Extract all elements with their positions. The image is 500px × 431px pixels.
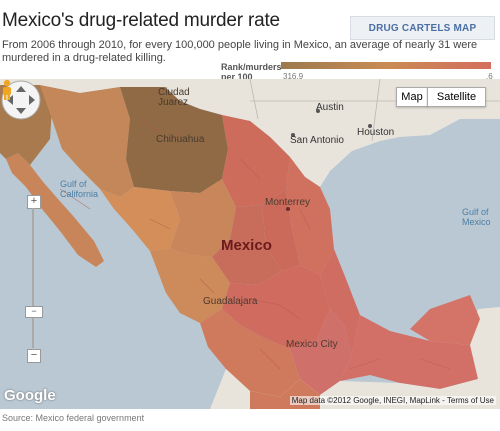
region-coahuila	[222, 115, 290, 207]
legend-label: Rank/murders per 100	[221, 62, 282, 82]
region-tamaulipas	[286, 157, 334, 275]
region-oaxaca	[290, 309, 352, 395]
label-san-antonio: San Antonio	[290, 135, 344, 146]
label-mexico: Mexico	[221, 237, 272, 254]
land-usa	[0, 79, 500, 187]
label-monterrey: Monterrey	[265, 197, 311, 208]
pegman-icon[interactable]	[0, 79, 14, 101]
map-attribution[interactable]: Map data ©2012 Google, INEGI, MapLink - …	[289, 396, 496, 405]
region-baja-california-sur	[6, 153, 104, 267]
region-durango	[170, 179, 236, 257]
region-southeast	[340, 315, 478, 389]
label-austin: Austin	[316, 102, 344, 113]
austin-marker	[316, 109, 320, 113]
map-canvas[interactable]: Map Satellite Ciudad Juarez Chihuahua Au…	[0, 79, 500, 409]
legend-color-bar	[281, 62, 491, 69]
page-title: Mexico's drug-related murder rate	[2, 10, 280, 31]
region-zacatecas	[212, 205, 282, 285]
region-sinaloa	[100, 187, 180, 251]
label-gulf-of-mexico: Gulf of Mexico	[462, 207, 491, 227]
houston-marker	[368, 124, 372, 128]
map-graphic	[0, 79, 500, 409]
legend-label-line2: per 100	[221, 72, 253, 82]
region-chihuahua	[120, 87, 228, 193]
legend-label-line1: Rank/murders	[221, 62, 282, 72]
label-gulf-of-california: Gulf of California	[60, 179, 99, 199]
label-ciudad-juarez: Ciudad Juarez	[158, 87, 190, 108]
region-sonora	[40, 85, 134, 197]
region-veracruz	[320, 249, 360, 355]
san-antonio-marker	[291, 133, 295, 137]
drug-cartels-map-button[interactable]: DRUG CARTELS MAP	[350, 16, 495, 40]
legend-min-value: 316.9	[283, 72, 304, 81]
map-type-map-button[interactable]: Map	[396, 87, 428, 107]
label-houston: Houston	[357, 127, 395, 138]
region-yucatan	[410, 295, 480, 345]
map-type-satellite-button[interactable]: Satellite	[427, 87, 486, 107]
region-central	[222, 265, 330, 349]
description: From 2006 through 2010, for every 100,00…	[2, 39, 478, 64]
label-mexico-city: Mexico City	[286, 339, 338, 350]
zoom-slider-handle[interactable]: −	[25, 306, 43, 318]
monterrey-marker	[286, 207, 290, 211]
legend-max-value: .6	[486, 72, 493, 81]
zoom-slider-track[interactable]	[32, 208, 34, 348]
label-chihuahua: Chihuahua	[156, 134, 205, 145]
region-jalisco	[150, 249, 230, 323]
label-guadalajara: Guadalajara	[203, 296, 258, 307]
region-guerrero	[200, 309, 300, 397]
region-nuevo-leon	[262, 189, 300, 271]
zoom-in-button[interactable]: +	[27, 195, 41, 209]
municipality-lines	[59, 118, 451, 370]
pan-control-icon[interactable]	[0, 79, 42, 121]
google-logo: Google	[4, 387, 56, 404]
zoom-out-button[interactable]: −	[27, 349, 41, 363]
source-credit: Source: Mexico federal government	[2, 413, 145, 423]
